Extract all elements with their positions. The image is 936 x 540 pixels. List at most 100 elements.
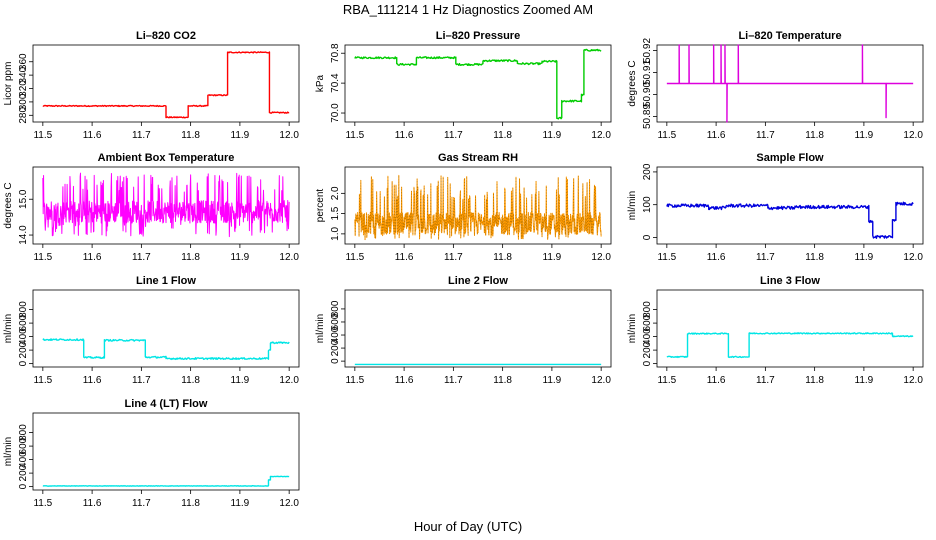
x-tick-label: 11.9	[855, 252, 874, 263]
series-line	[42, 338, 290, 361]
y-tick-label: 600	[642, 314, 653, 331]
x-tick-label: 11.9	[855, 375, 874, 386]
x-tick-label: 12.0	[591, 130, 611, 141]
y-tick-label: 340	[18, 66, 29, 83]
y-axis-label: percent	[315, 189, 326, 223]
series-line	[666, 44, 914, 123]
y-tick-label: 100	[642, 196, 653, 213]
x-tick-label: 12.0	[903, 130, 923, 141]
panel-4: Gas Stream RH 11.5 11.6 11.7 11.8 11.9 12.0 1.0…	[315, 152, 612, 263]
y-tick-label: 50.92	[642, 38, 653, 63]
y-axis-label: ml/min	[627, 314, 638, 343]
x-tick-label: 11.8	[181, 498, 200, 509]
y-tick-label: 70.0	[330, 103, 341, 123]
y-axis-label: kPa	[315, 74, 326, 92]
x-tick-label: 11.7	[132, 252, 151, 263]
x-tick-label: 11.7	[132, 375, 151, 386]
plot-frame	[32, 44, 300, 123]
x-tick-label: 11.7	[444, 130, 463, 141]
panel-title: Li–820 Temperature	[738, 30, 841, 42]
y-tick-label: 14.0	[18, 225, 29, 245]
panel-5: Sample Flow 11.5 11.6 11.7 11.8 11.9 12.0 0 100 2…	[627, 152, 924, 263]
x-tick-label: 11.9	[543, 252, 562, 263]
series-line	[42, 172, 290, 238]
y-tick-label: 800	[18, 301, 29, 318]
series-line	[42, 51, 290, 119]
x-tick-label: 11.6	[395, 252, 414, 263]
y-tick-label: 400	[330, 326, 341, 343]
plot-frame	[656, 166, 924, 245]
panel-title: Line 2 Flow	[448, 275, 508, 287]
x-tick-label: 11.6	[83, 130, 102, 141]
y-tick-label: 0	[18, 360, 29, 366]
y-tick-label: 600	[18, 437, 29, 454]
y-tick-label: 0	[642, 234, 653, 240]
y-tick-label: 200	[18, 464, 29, 481]
y-tick-label: 800	[18, 424, 29, 441]
y-tick-label: 0	[642, 360, 653, 366]
figure-title: RBA_111214 1 Hz Diagnostics Zoomed AM	[343, 2, 593, 17]
plot-frame	[32, 166, 300, 245]
y-tick-label: 600	[18, 314, 29, 331]
x-tick-label: 11.8	[805, 130, 824, 141]
y-tick-label: 400	[642, 328, 653, 345]
x-tick-label: 11.7	[756, 375, 775, 386]
x-tick-label: 11.5	[345, 252, 364, 263]
series-line	[666, 201, 914, 239]
panel-3: Ambient Box Temperature 11.5 11.6 11.7 11.8 1…	[3, 152, 300, 263]
panel-title: Line 3 Flow	[760, 275, 820, 287]
y-tick-label: 50.90	[642, 82, 653, 107]
y-axis-label: degrees C	[627, 60, 638, 106]
plot-frame	[656, 289, 924, 368]
x-tick-label: 12.0	[279, 130, 299, 141]
x-tick-label: 11.7	[756, 130, 775, 141]
x-tick-label: 11.7	[132, 130, 151, 141]
panel-title: Li–820 CO2	[136, 30, 196, 42]
x-tick-label: 11.5	[657, 130, 676, 141]
x-tick-label: 12.0	[903, 375, 923, 386]
y-tick-label: 320	[18, 80, 29, 97]
y-axis-label: degrees C	[3, 182, 14, 228]
x-tick-label: 11.6	[83, 375, 102, 386]
panels-group: Li–820 CO2 11.5 11.6 11.7 11.8 11.9 12.0 280300…	[3, 30, 924, 509]
y-tick-label: 280	[18, 107, 29, 124]
y-axis-label: ml/min	[627, 191, 638, 220]
x-tick-label: 11.6	[395, 130, 414, 141]
y-tick-label: 200	[642, 341, 653, 358]
y-tick-label: 50.91	[642, 60, 653, 85]
panel-title: Line 1 Flow	[136, 275, 196, 287]
x-tick-label: 11.7	[444, 375, 463, 386]
y-tick-label: 15.0	[18, 189, 29, 209]
x-tick-label: 11.7	[756, 252, 775, 263]
x-tick-label: 11.5	[33, 375, 52, 386]
y-axis-label: ml/min	[315, 314, 326, 343]
panel-2: Li–820 Temperature 11.5 11.6 11.7 11.8 11.9 12…	[627, 30, 924, 141]
x-tick-label: 11.5	[33, 252, 52, 263]
panel-title: Line 4 (LT) Flow	[125, 398, 208, 410]
x-tick-label: 11.6	[707, 252, 726, 263]
plot-frame	[32, 412, 300, 491]
x-tick-label: 12.0	[279, 252, 299, 263]
y-tick-label: 2.0	[330, 186, 341, 200]
y-tick-label: 1.0	[330, 226, 341, 240]
plot-frame	[32, 289, 300, 368]
plot-frame	[344, 289, 612, 368]
series-line	[666, 332, 914, 359]
x-tick-label: 11.9	[231, 375, 250, 386]
x-tick-label: 11.9	[543, 130, 562, 141]
x-tick-label: 11.6	[83, 498, 102, 509]
x-tick-label: 11.5	[33, 130, 52, 141]
x-tick-label: 11.9	[231, 130, 250, 141]
y-tick-label: 0	[330, 358, 341, 364]
panel-9: Line 4 (LT) Flow 11.5 11.6 11.7 11.8 11.9 12.0…	[3, 398, 300, 509]
x-tick-label: 11.6	[707, 375, 726, 386]
x-tick-label: 12.0	[279, 375, 299, 386]
x-tick-label: 11.7	[444, 252, 463, 263]
y-axis-label: ml/min	[3, 437, 14, 466]
panel-7: Line 2 Flow 11.5 11.6 11.7 11.8 11.9 12.0 0 2004…	[315, 275, 612, 386]
x-tick-label: 11.5	[657, 375, 676, 386]
figure-xlabel: Hour of Day (UTC)	[414, 519, 522, 534]
y-tick-label: 400	[18, 328, 29, 345]
series-line	[42, 475, 290, 487]
